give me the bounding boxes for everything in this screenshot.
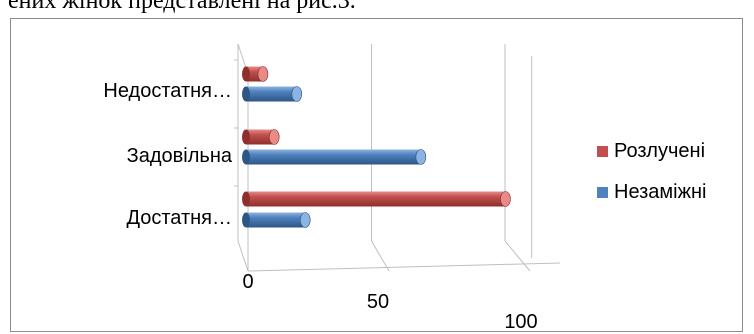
x-tick-label-0: 0 — [242, 271, 253, 293]
bar-body — [246, 129, 275, 145]
x-tick-label-50: 50 — [367, 291, 389, 313]
bar-rozlucheni-1 — [242, 129, 280, 145]
bar-body — [246, 191, 506, 207]
bar-body — [246, 149, 421, 165]
bar-body — [246, 86, 297, 102]
bar-end-cap — [257, 66, 269, 82]
bar-end-cap — [415, 149, 427, 165]
bar-start-cap — [242, 191, 250, 207]
legend-label: Розлучені — [614, 140, 705, 162]
category-label-2: Достатня… — [126, 207, 232, 229]
floor-front-edge — [247, 262, 561, 272]
gridline-floor-0 — [237, 240, 249, 272]
chart-frame — [10, 18, 743, 332]
legend-swatch — [597, 146, 608, 157]
bar-end-cap — [500, 191, 511, 207]
bar-start-cap — [242, 149, 250, 165]
document-text-fragment: ених жінок представлені на рис.3. — [8, 0, 356, 14]
legend-item-1: Незаміжні — [597, 181, 706, 203]
gridline-floor-50 — [371, 240, 390, 272]
bar-start-cap — [242, 212, 250, 228]
legend-label: Незаміжні — [614, 181, 706, 203]
legend-swatch — [597, 187, 608, 198]
category-label-0: Недостатня… — [103, 80, 232, 102]
bar-rozlucheni-0 — [242, 66, 269, 82]
bar-body — [246, 212, 306, 228]
bar-start-cap — [242, 86, 250, 102]
bar-rozlucheni-2 — [242, 191, 511, 207]
legend: Розлучені Незаміжні — [597, 140, 706, 203]
gridline-floor-100 — [504, 240, 531, 272]
legend-item-0: Розлучені — [597, 140, 705, 162]
bar-nezamizhni-0 — [242, 86, 303, 102]
x-tick-label-100: 100 — [504, 311, 537, 333]
bar-end-cap — [299, 212, 311, 228]
bar-nezamizhni-2 — [242, 212, 311, 228]
bar-start-cap — [242, 66, 250, 82]
bar-end-cap — [291, 86, 303, 102]
bar-end-cap — [268, 129, 280, 145]
bar-layer — [242, 66, 511, 228]
category-label-1: Задовільна — [127, 145, 233, 167]
bar-nezamizhni-1 — [242, 149, 427, 165]
bar-start-cap — [242, 129, 250, 145]
label-layer: Недостатня… Задовільна Достатня… 0 50 100 — [103, 80, 537, 333]
